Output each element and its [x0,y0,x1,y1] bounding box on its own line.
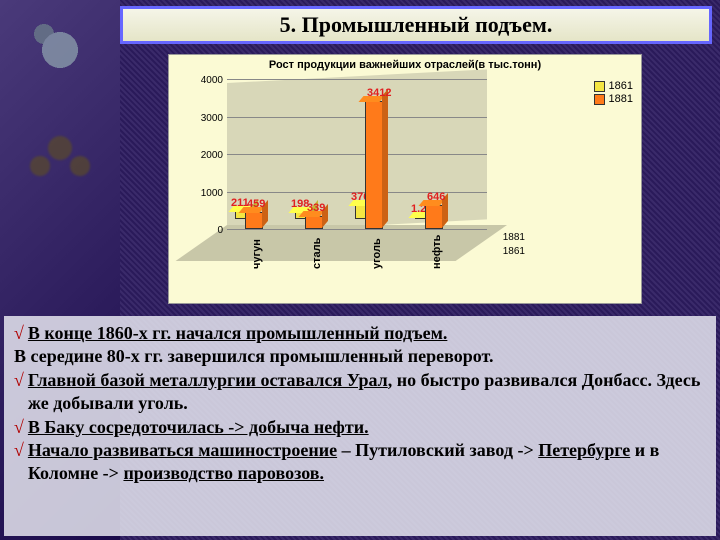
text-line-body: Начало развиваться машиностроение – Пути… [28,439,706,486]
slide: 5. Промышленный подъем. Рост продукции в… [0,0,720,540]
text-box: √В конце 1860-х гг. начался промышленный… [4,316,716,536]
check-icon: √ [14,416,24,439]
y-tick-label: 2000 [187,150,223,161]
legend-swatch [594,94,605,105]
y-tick-label: 3000 [187,113,223,124]
depth-label: 1881 [503,232,525,243]
chart-title: Рост продукции важнейших отраслей(в тыс.… [169,59,641,71]
check-icon: √ [14,439,24,486]
legend-item: 1861 [594,80,633,92]
text-line: √Начало развиваться машиностроение – Пут… [14,439,706,486]
text-line: √Главной базой металлургии оставался Ура… [14,369,706,416]
chart-plot: 01000200030004000211459чугун198339сталь3… [227,83,507,261]
text-line: √В Баку сосредоточилась -> добыча нефти. [14,416,706,439]
text-line: √В конце 1860-х гг. начался промышленный… [14,322,706,345]
check-icon: √ [14,322,24,345]
title-bar: 5. Промышленный подъем. [120,6,712,44]
category-label: нефть [431,235,443,269]
y-tick-label: 0 [187,225,223,236]
value-label: 3412 [367,87,391,99]
text-line-body: В конце 1860-х гг. начался промышленный … [28,322,706,345]
bar [305,216,323,229]
y-tick-label: 4000 [187,75,223,86]
chart-legend: 18611881 [594,79,633,106]
text-line-body: В середине 80-х гг. завершился промышлен… [14,345,706,368]
depth-label: 1861 [503,246,525,257]
category-label: чугун [251,239,263,269]
text-line-body: В Баку сосредоточилась -> добыча нефти. [28,416,706,439]
bar [425,205,443,229]
bar [365,101,383,229]
slide-title: 5. Промышленный подъем. [280,12,553,38]
value-label: 646 [427,191,445,203]
text-line: В середине 80-х гг. завершился промышлен… [14,345,706,368]
growth-chart: Рост продукции важнейших отраслей(в тыс.… [168,54,642,304]
value-label: 459 [247,198,265,210]
category-label: уголь [371,238,383,269]
legend-label: 1861 [609,80,633,92]
category-label: сталь [311,238,323,269]
y-tick-label: 1000 [187,188,223,199]
legend-label: 1881 [609,93,633,105]
bar [245,212,263,229]
value-label: 339 [307,202,325,214]
text-line-body: Главной базой металлургии оставался Урал… [28,369,706,416]
legend-swatch [594,81,605,92]
legend-item: 1881 [594,93,633,105]
check-icon: √ [14,369,24,416]
